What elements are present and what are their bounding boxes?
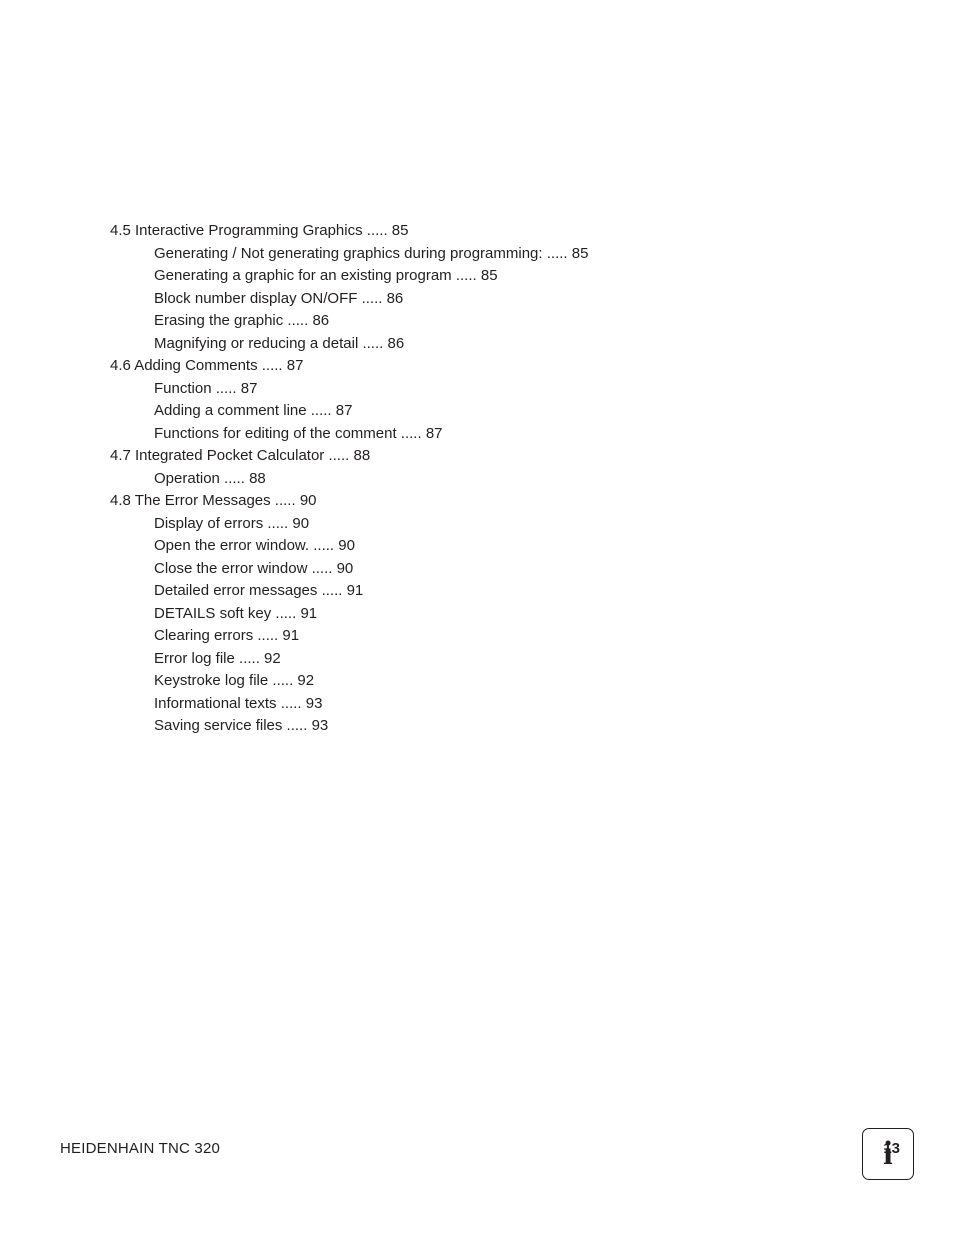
toc-subentry: Saving service files 93 — [154, 715, 830, 738]
toc-entry-text: 4.8 The Error Messages — [110, 492, 271, 509]
toc-subentry: Generating a graphic for an existing pro… — [154, 265, 830, 288]
toc-dots — [277, 695, 306, 712]
toc-entry-text: Function — [154, 380, 212, 397]
toc-dots — [309, 537, 338, 554]
toc-entry-text: Adding a comment line — [154, 402, 307, 419]
toc-subentry: Keystroke log file 92 — [154, 670, 830, 693]
toc-subentry: Functions for editing of the comment 87 — [154, 423, 830, 446]
page: 4.5 Interactive Programming Graphics 85 G… — [0, 0, 954, 1235]
info-icon: i — [862, 1128, 914, 1180]
toc-entry-text: Clearing errors — [154, 627, 253, 644]
footer-left-text: HEIDENHAIN TNC 320 — [60, 1140, 220, 1157]
toc-dots — [235, 650, 264, 667]
toc-entry-page: 91 — [282, 627, 299, 644]
toc-entry-text: Operation — [154, 470, 220, 487]
toc-subentry: Generating / Not generating graphics dur… — [154, 243, 830, 266]
toc-subentry: Detailed error messages 91 — [154, 580, 830, 603]
toc-entry-text: Magnifying or reducing a detail — [154, 335, 358, 352]
table-of-contents: 4.5 Interactive Programming Graphics 85 G… — [110, 220, 830, 738]
toc-dots — [397, 425, 426, 442]
toc-entry-page: 86 — [312, 312, 329, 329]
toc-dots — [358, 335, 387, 352]
toc-entry-page: 91 — [300, 605, 317, 622]
toc-entry-page: 87 — [287, 357, 304, 374]
toc-entry-page: 91 — [347, 582, 364, 599]
toc-subentry: Clearing errors 91 — [154, 625, 830, 648]
toc-entry-page: 85 — [572, 245, 589, 262]
toc-entry-page: 90 — [300, 492, 317, 509]
toc-entry-page: 93 — [306, 695, 323, 712]
toc-entry-text: Open the error window. — [154, 537, 309, 554]
toc-entry-text: 4.7 Integrated Pocket Calculator — [110, 447, 324, 464]
toc-dots — [543, 245, 572, 262]
toc-entry-page: 87 — [336, 402, 353, 419]
toc-dots — [263, 515, 292, 532]
toc-entry-text: Functions for editing of the comment — [154, 425, 397, 442]
toc-entry-page: 92 — [297, 672, 314, 689]
toc-subentry: Block number display ON/OFF 86 — [154, 288, 830, 311]
toc-entry-text: Display of errors — [154, 515, 263, 532]
toc-dots — [282, 717, 311, 734]
toc-entry-text: Keystroke log file — [154, 672, 268, 689]
page-footer: HEIDENHAIN TNC 320 13 — [60, 1140, 900, 1157]
info-glyph: i — [883, 1137, 892, 1171]
toc-subentry: Function 87 — [154, 378, 830, 401]
toc-entry-page: 87 — [426, 425, 443, 442]
toc-section: 4.7 Integrated Pocket Calculator 88 — [110, 445, 830, 468]
toc-dots — [307, 402, 336, 419]
toc-subentry: Operation 88 — [154, 468, 830, 491]
toc-subentry: Error log file 92 — [154, 648, 830, 671]
toc-entry-text: Detailed error messages — [154, 582, 317, 599]
toc-subentry: DETAILS soft key 91 — [154, 603, 830, 626]
toc-entry-text: Erasing the graphic — [154, 312, 283, 329]
toc-entry-page: 88 — [249, 470, 266, 487]
toc-entry-text: Generating a graphic for an existing pro… — [154, 267, 452, 284]
toc-subentry: Adding a comment line 87 — [154, 400, 830, 423]
toc-entry-text: DETAILS soft key — [154, 605, 271, 622]
toc-dots — [324, 447, 353, 464]
toc-entry-text: Generating / Not generating graphics dur… — [154, 245, 543, 262]
toc-entry-page: 85 — [392, 222, 409, 239]
toc-dots — [271, 605, 300, 622]
toc-section: 4.6 Adding Comments 87 — [110, 355, 830, 378]
toc-entry-page: 92 — [264, 650, 281, 667]
toc-subentry: Display of errors 90 — [154, 513, 830, 536]
toc-entry-page: 88 — [353, 447, 370, 464]
toc-entry-page: 86 — [387, 335, 404, 352]
toc-dots — [363, 222, 392, 239]
toc-dots — [253, 627, 282, 644]
toc-entry-page: 90 — [337, 560, 354, 577]
toc-entry-page: 86 — [387, 290, 404, 307]
toc-entry-page: 93 — [312, 717, 329, 734]
toc-section: 4.5 Interactive Programming Graphics 85 — [110, 220, 830, 243]
toc-entry-text: Block number display ON/OFF — [154, 290, 357, 307]
toc-dots — [268, 672, 297, 689]
toc-entry-page: 90 — [292, 515, 309, 532]
toc-dots — [271, 492, 300, 509]
toc-entry-text: Error log file — [154, 650, 235, 667]
toc-entry-text: 4.6 Adding Comments — [110, 357, 258, 374]
toc-entry-page: 87 — [241, 380, 258, 397]
toc-dots — [220, 470, 249, 487]
toc-entry-page: 85 — [481, 267, 498, 284]
toc-subentry: Magnifying or reducing a detail 86 — [154, 333, 830, 356]
toc-entry-text: Saving service files — [154, 717, 282, 734]
toc-dots — [357, 290, 386, 307]
toc-subentry: Informational texts 93 — [154, 693, 830, 716]
toc-dots — [307, 560, 336, 577]
toc-subentry: Erasing the graphic 86 — [154, 310, 830, 333]
toc-entry-text: Informational texts — [154, 695, 277, 712]
toc-dots — [283, 312, 312, 329]
toc-dots — [258, 357, 287, 374]
toc-entry-text: Close the error window — [154, 560, 307, 577]
toc-entry-page: 90 — [338, 537, 355, 554]
toc-dots — [212, 380, 241, 397]
toc-dots — [452, 267, 481, 284]
toc-subentry: Open the error window. 90 — [154, 535, 830, 558]
toc-dots — [317, 582, 346, 599]
toc-entry-text: 4.5 Interactive Programming Graphics — [110, 222, 363, 239]
toc-subentry: Close the error window 90 — [154, 558, 830, 581]
toc-section: 4.8 The Error Messages 90 — [110, 490, 830, 513]
